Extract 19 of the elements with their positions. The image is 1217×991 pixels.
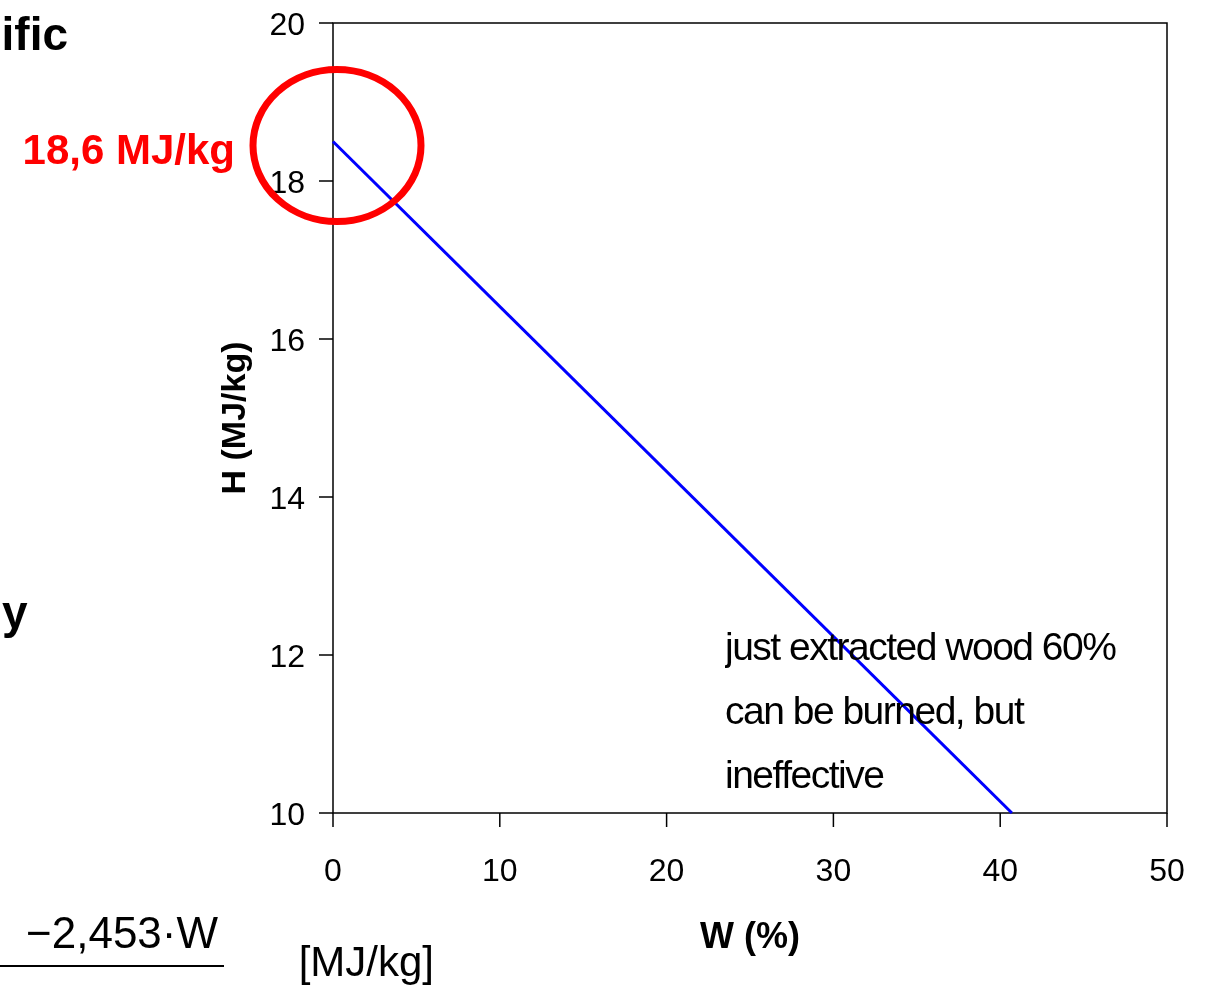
- x-tick-label: 40: [982, 852, 1018, 888]
- y-tick-label: 20: [269, 6, 305, 42]
- text: y: [2, 586, 28, 638]
- text: 18,6 MJ/kg: [22, 125, 235, 173]
- y-axis-title: H (MJ/kg): [214, 341, 252, 495]
- y-tick-label: 18: [269, 164, 305, 200]
- y-tick-label: 10: [269, 796, 305, 832]
- y-tick-label: 14: [269, 480, 305, 516]
- y-tick-label: 12: [269, 638, 305, 674]
- text: −2,453·W: [26, 908, 219, 957]
- text: ific: [1, 8, 68, 60]
- y-tick-label: 16: [269, 322, 305, 358]
- x-axis-title: W (%): [700, 915, 800, 956]
- text: [MJ/kg]: [298, 938, 434, 985]
- x-tick-label: 0: [324, 852, 342, 888]
- x-tick-label: 20: [648, 852, 685, 888]
- x-tick-label: 50: [1149, 852, 1185, 888]
- x-tick-label: 10: [482, 852, 518, 888]
- x-tick-label: 30: [815, 852, 852, 888]
